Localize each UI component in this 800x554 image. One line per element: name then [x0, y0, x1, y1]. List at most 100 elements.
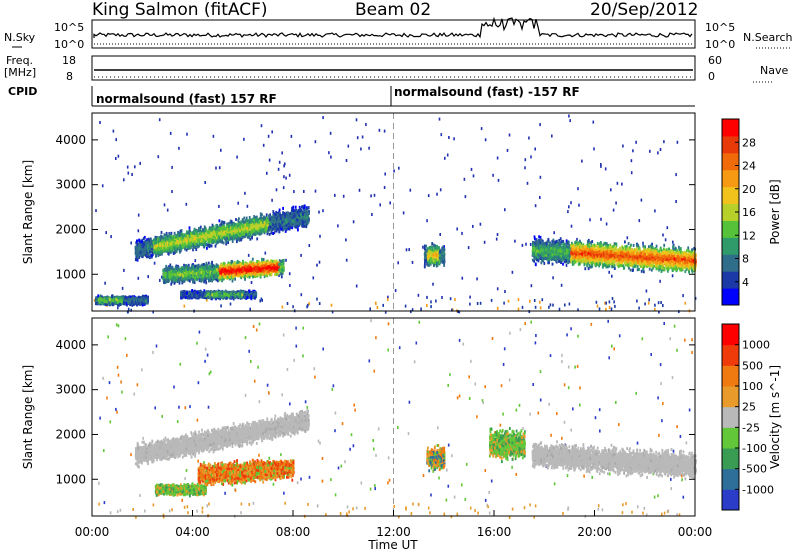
- data-cell: [204, 229, 207, 233]
- data-cell: [278, 220, 281, 224]
- data-cell: [243, 220, 246, 224]
- data-cell: [529, 243, 532, 246]
- data-cell: [212, 230, 215, 234]
- data-cell: [239, 226, 242, 230]
- data-cell: [430, 305, 432, 309]
- data-cell: [228, 223, 230, 227]
- data-cell: [224, 233, 227, 237]
- data-cell: [105, 231, 107, 235]
- data-cell: [256, 227, 259, 231]
- data-cell: [161, 243, 163, 246]
- data-cell: [222, 233, 225, 237]
- data-cell: [180, 236, 183, 240]
- data-cell: [238, 221, 240, 225]
- data-cell: [190, 232, 192, 235]
- data-cell: [303, 204, 306, 208]
- data-cell: [161, 239, 164, 243]
- data-cell: [301, 224, 304, 228]
- data-cell: [446, 153, 449, 157]
- data-cell: [206, 298, 208, 302]
- data-cell: [314, 189, 317, 193]
- data-cell: [197, 245, 199, 249]
- data-cell: [153, 238, 156, 242]
- data-cell: [140, 249, 142, 253]
- nsky-trace: [93, 16, 693, 45]
- data-cell: [241, 218, 244, 222]
- data-cell: [266, 171, 268, 175]
- data-cell: [136, 242, 139, 246]
- data-cell: [174, 241, 177, 245]
- data-cell: [283, 211, 286, 215]
- data-cell: [210, 232, 212, 235]
- data-cell: [237, 201, 239, 205]
- data-cell: [300, 215, 303, 219]
- data-cell: [675, 173, 677, 177]
- data-cell: [621, 182, 623, 186]
- data-cell: [278, 210, 281, 214]
- data-cell: [565, 263, 568, 267]
- data-cell: [163, 203, 166, 207]
- data-cell: [288, 225, 291, 229]
- data-cell: [110, 235, 112, 239]
- data-cell: [215, 228, 218, 232]
- data-cell: [374, 301, 377, 305]
- data-cell: [203, 280, 205, 284]
- data-cell: [209, 227, 212, 231]
- data-cell: [159, 242, 161, 246]
- data-cell: [277, 167, 280, 171]
- data-cell: [521, 243, 524, 247]
- data-cell: [150, 238, 152, 242]
- data-cell: [247, 219, 250, 223]
- data-cell: [526, 181, 529, 185]
- data-cell: [241, 227, 244, 231]
- data-cell: [257, 223, 260, 227]
- data-cell: [123, 268, 125, 272]
- data-cell: [164, 238, 167, 242]
- data-cell: [218, 166, 221, 170]
- data-cell: [292, 205, 295, 209]
- data-cell: [294, 205, 297, 209]
- data-cell: [297, 222, 300, 226]
- data-cell: [318, 210, 320, 214]
- data-cell: [281, 216, 284, 220]
- data-cell: [307, 303, 309, 307]
- data-cell: [156, 244, 159, 248]
- data-cell: [226, 222, 228, 226]
- data-cell: [206, 243, 209, 247]
- data-cell: [247, 253, 250, 257]
- data-cell: [222, 220, 225, 224]
- data-cell: [207, 230, 209, 234]
- data-cell: [222, 241, 225, 245]
- data-cell: [279, 220, 282, 224]
- data-cell: [647, 301, 650, 305]
- data-cell: [203, 225, 206, 229]
- data-cell: [230, 226, 232, 230]
- data-cell: [176, 235, 179, 239]
- data-cell: [190, 240, 193, 244]
- data-cell: [250, 220, 253, 224]
- data-cell: [217, 237, 220, 241]
- data-cell: [402, 211, 405, 215]
- data-cell: [541, 298, 544, 302]
- data-cell: [662, 233, 664, 237]
- nsky-left-tick-bottom: 10^0: [54, 38, 84, 51]
- data-cell: [195, 231, 197, 235]
- data-cell: [249, 227, 252, 231]
- data-cell: [369, 307, 371, 311]
- data-cell: [303, 215, 306, 219]
- data-cell: [213, 239, 215, 243]
- data-cell: [240, 276, 243, 280]
- data-cell: [155, 248, 158, 252]
- data-cell: [147, 275, 149, 279]
- data-cell: [214, 228, 216, 232]
- data-cell: [262, 222, 264, 226]
- data-cell: [304, 211, 307, 215]
- data-cell: [231, 239, 234, 243]
- data-cell: [598, 307, 601, 311]
- data-cell: [280, 227, 283, 231]
- data-cell: [215, 166, 217, 170]
- data-cell: [137, 229, 140, 233]
- data-cell: [296, 214, 299, 218]
- data-cell: [189, 242, 192, 246]
